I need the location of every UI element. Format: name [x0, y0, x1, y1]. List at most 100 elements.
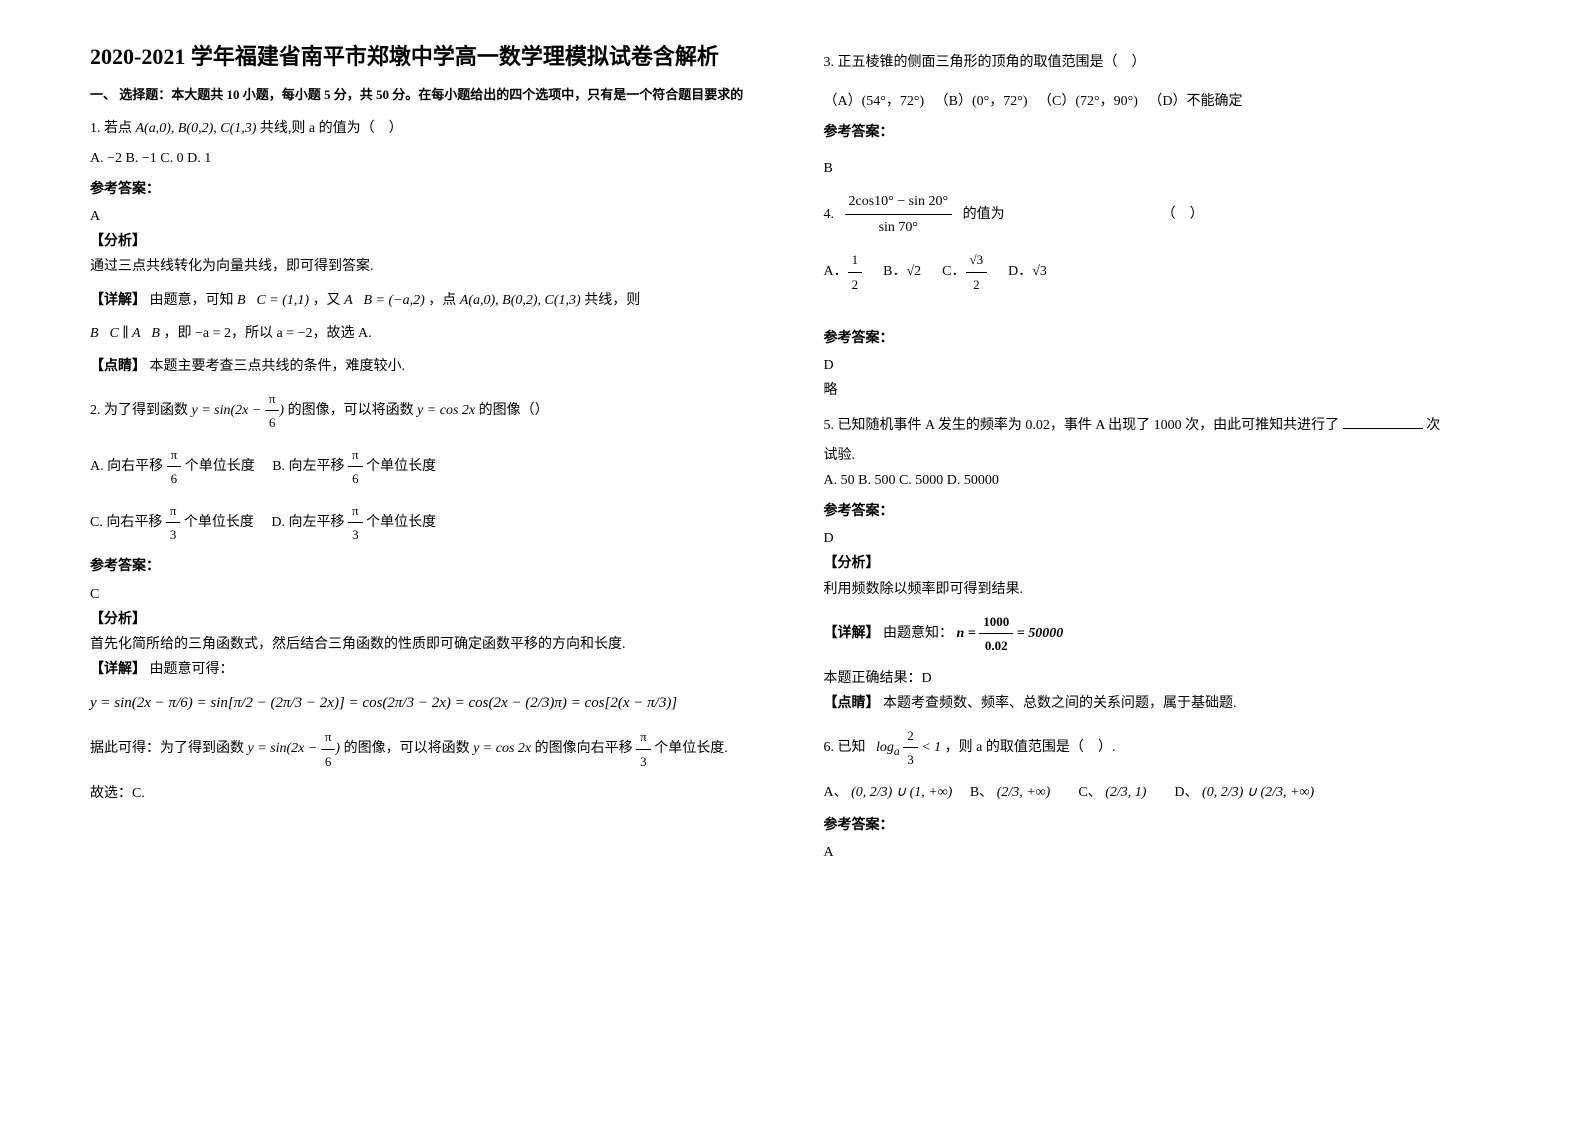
q2-after-fn1-den: 6	[321, 750, 336, 773]
q1-answer: A	[90, 204, 764, 229]
q5-detail-label: 【详解】	[824, 626, 880, 641]
q2-stem-pre: 2. 为了得到函数	[90, 403, 188, 418]
q1-answer-label: 参考答案：	[90, 177, 764, 202]
q1-parallel: B⃗C ∥ A⃗B	[90, 326, 160, 341]
left-column: 2020-2021 学年福建省南平市郑墩中学高一数学理模拟试卷含解析 一、 选择…	[60, 40, 794, 1082]
q4-num: 2cos10° − sin 20°	[845, 189, 953, 215]
q1-detail-4b: ，即 −a = 2，所以 a = −2，故选 A.	[164, 326, 372, 341]
q2-after-fn1-pre: y = sin(2x −	[248, 741, 321, 756]
q6-log-num: 2	[903, 724, 918, 748]
q2-fn2: y = cos 2x	[417, 403, 475, 418]
q4-optA-num: 1	[848, 248, 863, 272]
q5-eq-pre: n =	[957, 626, 980, 641]
q5-options: A. 50 B. 500 C. 5000 D. 50000	[824, 468, 1498, 493]
q2-after-fn1-frac: π6	[321, 725, 336, 773]
q2-optB-den: 6	[348, 467, 363, 490]
q2-optD-frac: π3	[348, 499, 363, 547]
q6-optD-l: D、	[1174, 785, 1198, 800]
q1-bc-vec: B⃗C = (1,1)	[237, 293, 309, 308]
q4-answer: D	[824, 353, 1498, 378]
q5-detail-pre: 由题意知：	[883, 626, 953, 641]
q6-optD: (0, 2/3) ∪ (2/3, +∞)	[1202, 785, 1314, 800]
q4-stem-post: 的值为	[963, 207, 1005, 222]
q4-answer-label: 参考答案：	[824, 326, 1498, 351]
q2-after-fn1-num: π	[321, 725, 336, 749]
q5-detail: 【详解】 由题意知： n = 10000.02 = 50000	[824, 610, 1498, 658]
q5-dianping: 本题考查频数、频率、总数之间的关系问题，属于基础题.	[883, 696, 1237, 711]
q1-stem-pre: 1. 若点	[90, 121, 132, 136]
q6-log-arg: 23	[903, 724, 918, 772]
q4-stem-pre: 4.	[824, 207, 835, 222]
q1-detail-line-2: B⃗C ∥ A⃗B ，即 −a = 2，所以 a = −2，故选 A.	[90, 321, 764, 346]
q1-pts: A(a,0), B(0,2), C(1,3)	[460, 293, 581, 308]
q2-final: 故选：C.	[90, 781, 764, 806]
q6-optC: (2/3, 1)	[1105, 785, 1146, 800]
q2-after-mid: 的图像，可以将函数	[344, 741, 474, 756]
q2-fn1-pre: y = sin(2x −	[192, 403, 265, 418]
q2-optB-num: π	[348, 443, 363, 467]
q2-optD-den: 3	[348, 523, 363, 546]
q1-stem-post: 共线,则 a 的值为（ ）	[260, 121, 403, 136]
q2-answer: C	[90, 582, 764, 607]
q5-answer: D	[824, 526, 1498, 551]
q1-detail-1: 由题意，可知	[150, 293, 234, 308]
q2-after-pre: 据此可得：为了得到函数	[90, 741, 244, 756]
q4-optA-den: 2	[848, 273, 863, 296]
q2-after-frac: π3	[636, 725, 651, 773]
q5-fenxi: 利用频数除以频率即可得到结果.	[824, 577, 1498, 602]
section-1-heading: 一、 选择题：本大题共 10 小题，每小题 5 分，共 50 分。在每小题给出的…	[90, 83, 764, 106]
q1-ab-vec: A⃗B = (−a,2)	[344, 293, 425, 308]
q4-optA-frac: 12	[848, 248, 863, 296]
page: 2020-2021 学年福建省南平市郑墩中学高一数学理模拟试卷含解析 一、 选择…	[0, 0, 1587, 1122]
q2-optA-post: 个单位长度	[181, 459, 255, 474]
q6-answer: A	[824, 840, 1498, 865]
q6-stem-pre: 6. 已知	[824, 740, 866, 755]
q4-lue: 略	[824, 378, 1498, 403]
q2-fn1-den: 6	[265, 411, 280, 434]
q2-fenxi-label: 【分析】	[90, 612, 146, 627]
q4-optC-den: 2	[966, 273, 988, 296]
q5-blank	[1343, 415, 1423, 429]
q2-optC-post: 个单位长度	[180, 515, 254, 530]
q2-detail-pre: 由题意可得：	[150, 662, 234, 677]
q2-equation: y = sin(2x − π/6) = sin[π/2 − (2π/3 − 2x…	[90, 690, 764, 717]
q4-options: A．12 B．√2 C．√32 D．√3	[824, 248, 1498, 296]
q4-den: sin 70°	[845, 215, 953, 240]
q6-optC-l: C、	[1078, 785, 1101, 800]
q4-optC-num: √3	[966, 248, 988, 272]
q5-eq-den: 0.02	[979, 634, 1013, 657]
q2-fn1-num: π	[265, 387, 280, 411]
q2-optA-num: π	[167, 443, 182, 467]
q2-optB-pre: B. 向左平移	[272, 459, 348, 474]
q5-result: 本题正确结果：D	[824, 666, 1498, 691]
q1-detail-mid: ，又	[313, 293, 341, 308]
q6-log-den: 3	[903, 748, 918, 771]
q3-answer: B	[824, 156, 1498, 181]
q4-optB: B．√2	[883, 264, 921, 279]
q5-eq-num: 1000	[979, 610, 1013, 634]
q4-main-frac: 2cos10° − sin 20°sin 70°	[845, 189, 953, 240]
q4-optC-frac: √32	[966, 248, 988, 296]
q2-fn1-post: )	[279, 403, 284, 418]
q2-optA-frac: π6	[167, 443, 182, 491]
q5-fenxi-label: 【分析】	[824, 556, 880, 571]
q1-fenxi: 通过三点共线转化为向量共线，即可得到答案.	[90, 254, 764, 279]
q5-stem-b: 次	[1426, 418, 1440, 433]
q2-optD-pre: D. 向左平移	[271, 515, 348, 530]
q1-fenxi-label: 【分析】	[90, 234, 146, 249]
q1-options: A. −2 B. −1 C. 0 D. 1	[90, 146, 764, 171]
question-6: 6. 已知 loga 23 < 1 ，则 a 的取值范围是（ ）.	[824, 724, 1498, 772]
q2-answer-label: 参考答案：	[90, 554, 764, 579]
q2-optB-frac: π6	[348, 443, 363, 491]
q1-detail-line-1: 【详解】 由题意，可知 B⃗C = (1,1) ，又 A⃗B = (−a,2) …	[90, 288, 764, 313]
q2-optC-frac: π3	[166, 499, 181, 547]
q2-optB-post: 个单位长度	[363, 459, 437, 474]
q2-optA-den: 6	[167, 467, 182, 490]
q6-answer-label: 参考答案：	[824, 813, 1498, 838]
q2-optC-den: 3	[166, 523, 181, 546]
q2-after-fn2: y = cos 2x	[473, 741, 531, 756]
q6-optB-l: B、	[970, 785, 993, 800]
q2-optC-num: π	[166, 499, 181, 523]
q3-options: （A）(54°，72°) （B）(0°，72°) （C）(72°，90°) （D…	[824, 89, 1498, 114]
question-5: 5. 已知随机事件 A 发生的频率为 0.02，事件 A 出现了 1000 次，…	[824, 413, 1498, 438]
